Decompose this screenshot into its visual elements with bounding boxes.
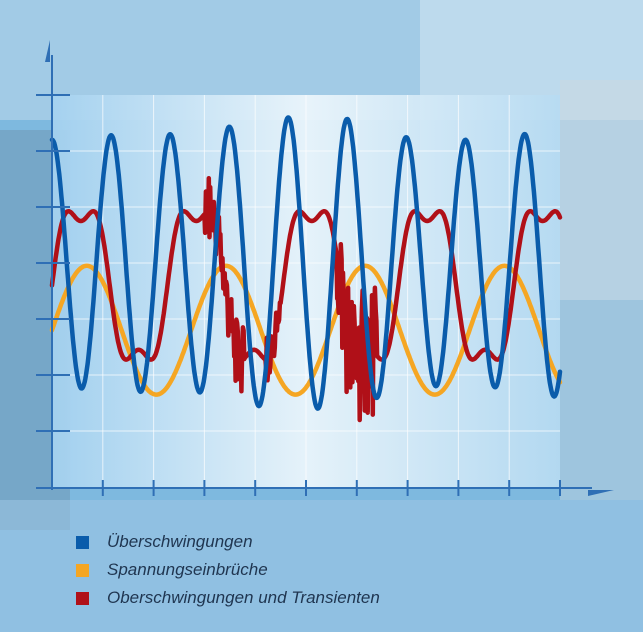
legend-swatch — [76, 563, 89, 577]
x-axis-arrow — [588, 490, 614, 496]
legend-label: Spannungseinbrüche — [107, 560, 268, 579]
axes — [36, 40, 614, 496]
legend-swatch — [76, 535, 89, 549]
legend-label: Überschwingungen — [107, 532, 253, 551]
legend-item: Oberschwingungen und Transienten — [76, 584, 380, 612]
grid-lines — [52, 95, 560, 487]
series-group — [49, 115, 563, 423]
legend: Überschwingungen Spannungseinbrüche Ober… — [76, 528, 380, 612]
series-line — [49, 175, 563, 423]
legend-swatch — [76, 591, 89, 605]
series-line — [49, 115, 563, 411]
y-axis-arrow — [45, 40, 50, 62]
legend-item: Überschwingungen — [76, 528, 380, 556]
legend-label: Oberschwingungen und Transienten — [107, 588, 380, 607]
legend-item: Spannungseinbrüche — [76, 556, 380, 584]
